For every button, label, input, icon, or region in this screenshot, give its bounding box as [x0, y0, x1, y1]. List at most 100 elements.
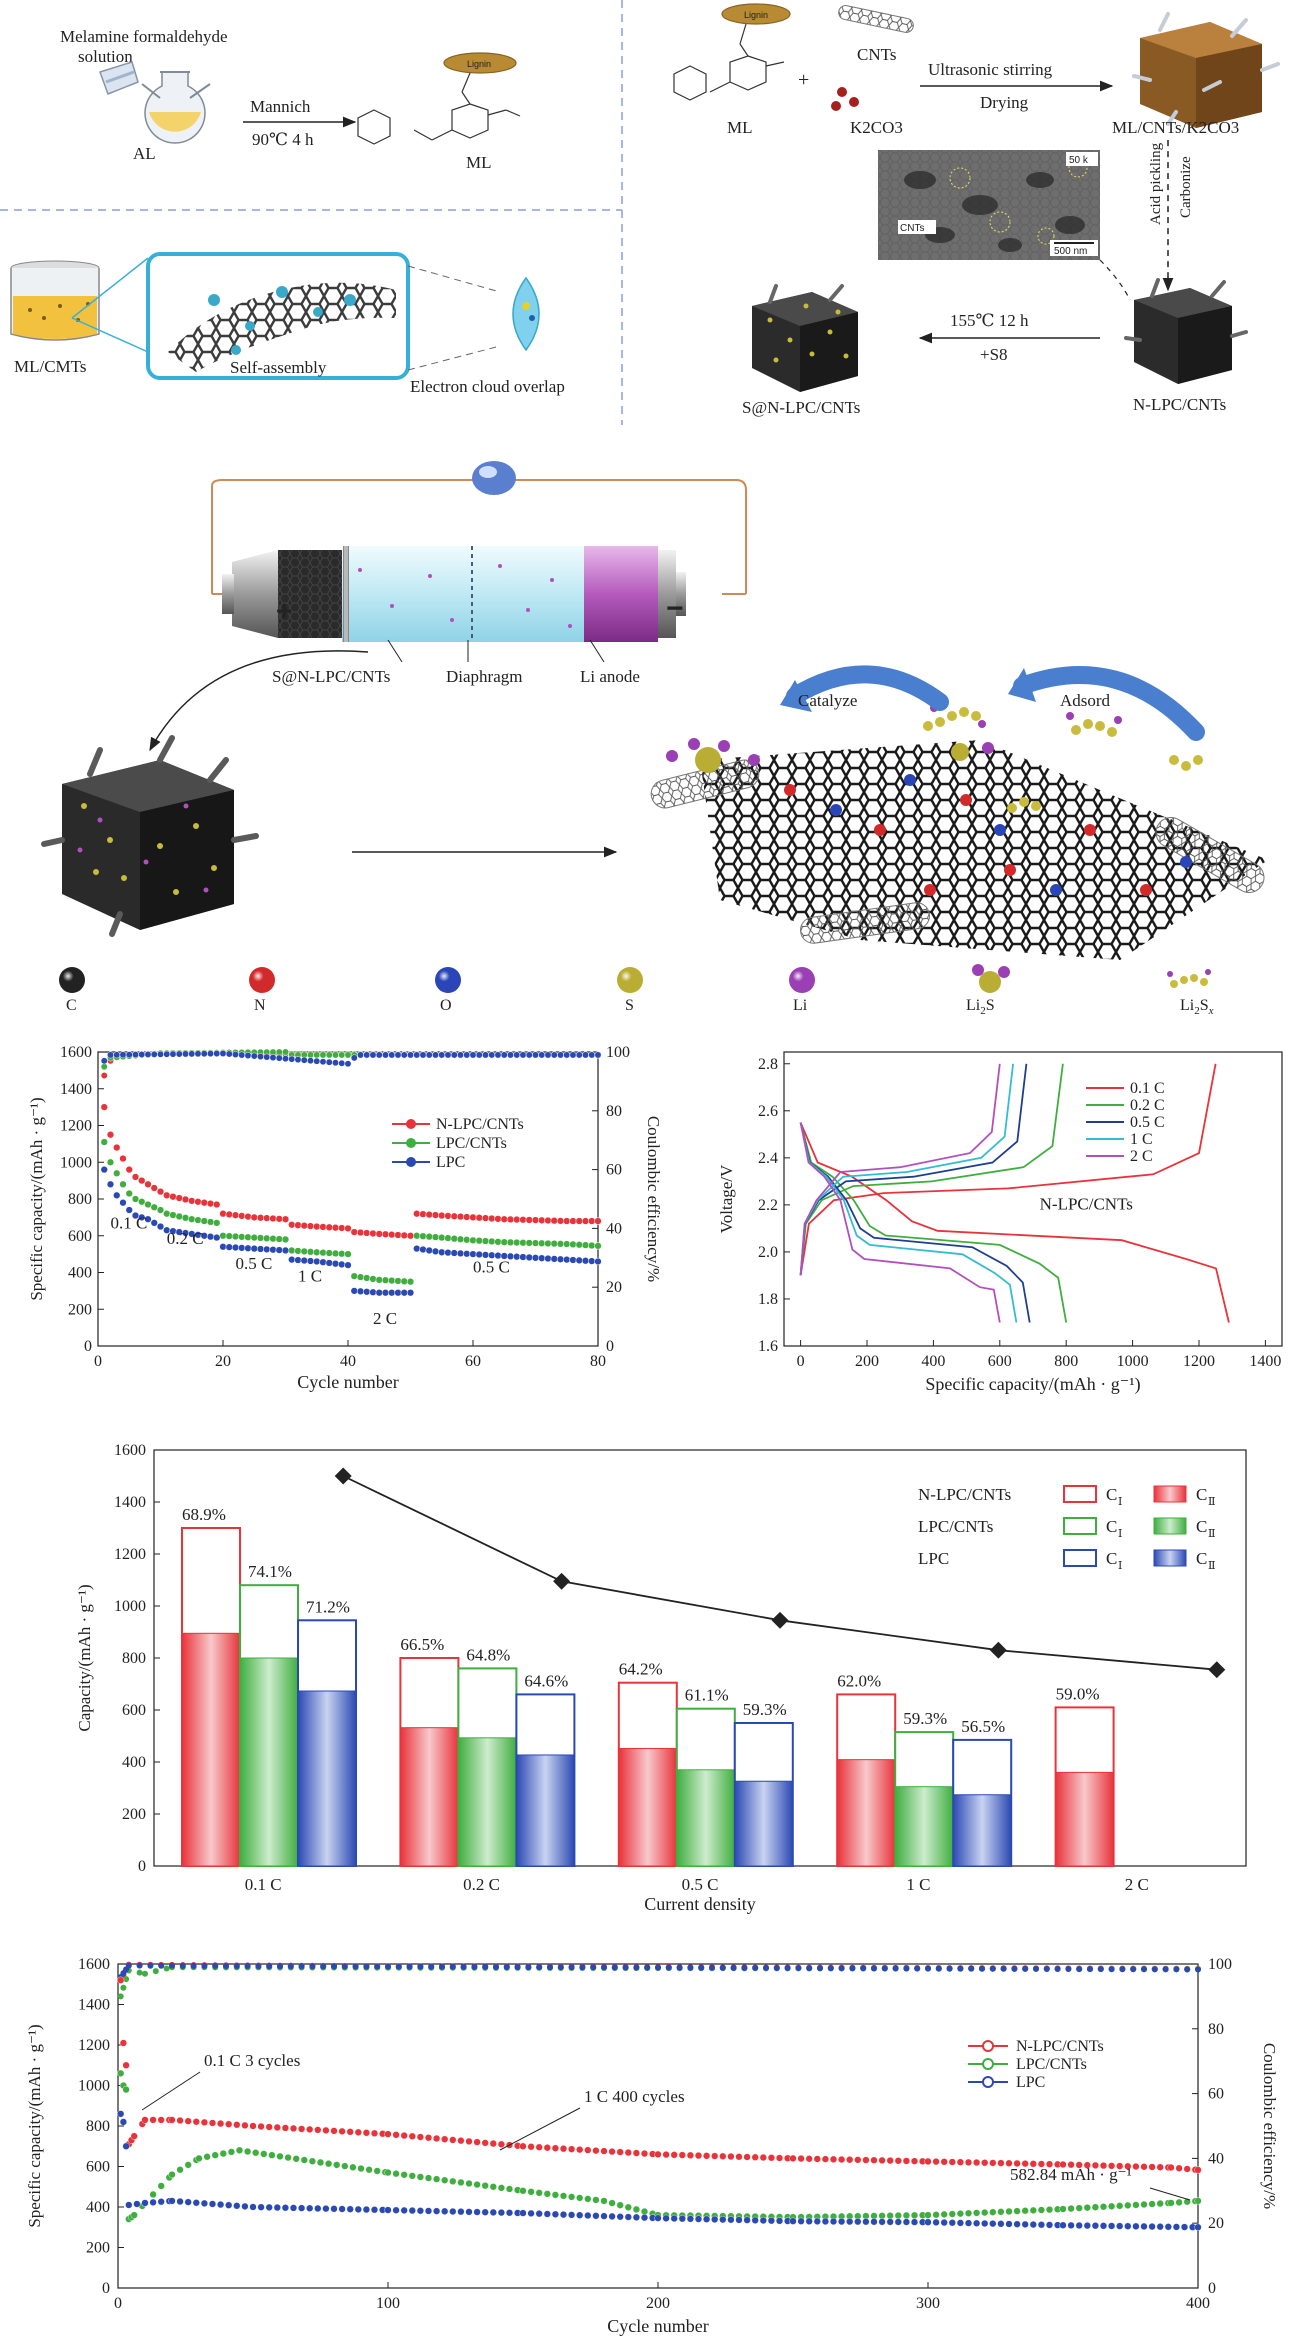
capacity-point-0 [219, 1210, 227, 1218]
ce-point-1 [344, 1051, 352, 1059]
capacity-point-2 [265, 2203, 273, 2211]
capacity-point-0 [1175, 2164, 1183, 2172]
capacity-point-2 [576, 2211, 584, 2219]
ce-point-1 [117, 1993, 124, 2000]
category-label: 2 C [1125, 1875, 1149, 1894]
capacity-point-1 [300, 1247, 308, 1256]
capacity-point-0 [275, 1215, 283, 1223]
ce-point-2 [1184, 1966, 1191, 1973]
capacity-point-2 [531, 1254, 540, 1262]
electrolyte-section-2 [472, 546, 584, 642]
y-tick-label: 0 [84, 1338, 92, 1355]
ce-point-2 [294, 1056, 302, 1064]
capacity-point-1 [294, 1247, 302, 1255]
capacity-point-0 [163, 1191, 171, 1199]
capacity-point-0 [694, 2151, 703, 2160]
capacity-point-1 [948, 2210, 956, 2218]
capacity-point-1 [1005, 2207, 1013, 2216]
ce-point-2 [233, 1963, 240, 1970]
legend-atom-s: S [617, 967, 643, 1014]
capacity-point-0 [519, 1216, 527, 1224]
ce-point-2 [525, 1964, 532, 1971]
capacity-point-1 [306, 1248, 315, 1256]
y-tick-label: 1600 [78, 1956, 110, 1973]
ce-point-2 [538, 1051, 546, 1059]
capacity-point-1 [544, 1239, 552, 1248]
capacity-point-0 [388, 1230, 396, 1239]
capacity-point-0 [406, 1232, 415, 1240]
capacity-point-2 [431, 1247, 440, 1256]
capacity-point-0 [306, 1222, 315, 1230]
bar-c2 [952, 1794, 1012, 1867]
capacity-point-1 [156, 1206, 165, 1214]
capacity-point-1 [972, 2209, 981, 2217]
ce-point-2 [438, 1051, 446, 1059]
capacity-point-0 [350, 1228, 358, 1236]
capacity-point-0 [294, 1221, 302, 1229]
capacity-point-0 [265, 2123, 273, 2131]
ce-point-1 [307, 1051, 314, 1059]
capacity-point-2 [654, 2214, 662, 2222]
legend-atom-o: O [435, 967, 461, 1014]
capacity-point-1 [244, 2147, 252, 2156]
y-tick-label: 1200 [78, 2037, 110, 2054]
capacity-point-0 [208, 2119, 217, 2127]
capacity-point-1 [113, 1169, 121, 1177]
capacity-point-0 [257, 2122, 265, 2131]
capacity-point-2 [244, 1244, 252, 1252]
capacity-point-2 [1091, 2222, 1100, 2230]
k2co3-particles-icon [831, 87, 859, 111]
capacity-point-1 [567, 2193, 576, 2201]
bar-percent-label: 64.6% [524, 1671, 568, 1690]
atom-legend: C N O S Li Li2S Li2Sx [59, 964, 1214, 1017]
bar-c2 [515, 1754, 575, 1867]
capacity-point-2 [457, 2208, 465, 2216]
ce-point-2 [417, 1963, 424, 1970]
capacity-point-2 [184, 2198, 192, 2206]
ce-point-2 [665, 1964, 672, 1971]
capacity-point-1 [195, 2154, 203, 2163]
capacity-point-1 [200, 1217, 208, 1225]
capacity-point-0 [1140, 2163, 1148, 2171]
capacity-point-0 [431, 1211, 440, 1219]
ce-point-1 [282, 1048, 289, 1056]
capacity-point-0 [400, 1231, 408, 1240]
capacity-point-1 [608, 2199, 616, 2207]
ce-point-2 [352, 1963, 359, 1970]
capacity-point-0 [997, 2159, 1005, 2167]
ce-point-2 [350, 1054, 358, 1062]
ce-point-2 [903, 1965, 910, 1972]
sem-mag-label: 50 k [1069, 155, 1089, 166]
capacity-point-2 [519, 1253, 527, 1261]
capacity-point-0 [489, 2139, 497, 2148]
ce-point-2 [319, 1058, 327, 1066]
conditions-label: 90℃ 4 h [252, 130, 314, 149]
ce-point-2 [817, 1965, 823, 1972]
capacity-point-0 [456, 1212, 465, 1221]
capacity-point-2 [119, 2118, 128, 2126]
step1-top-label: Ultrasonic stirring [928, 60, 1053, 79]
capacity-point-2 [525, 1253, 533, 1262]
capacity-point-0 [331, 1224, 340, 1232]
ce-point-2 [773, 1964, 780, 1971]
cathode-label: S@N-LPC/CNTs [272, 667, 390, 686]
capacity-point-0 [1132, 2162, 1140, 2171]
capacity-point-0 [325, 1223, 333, 1231]
capacity-point-2 [711, 2215, 719, 2224]
y-tick-label: 1.6 [758, 1338, 778, 1355]
li-anode [584, 546, 658, 642]
capacity-point-1 [157, 2182, 165, 2190]
capacity-point-0 [1194, 2166, 1202, 2174]
capacity-point-1 [357, 2164, 365, 2173]
capacity-point-0 [1183, 2165, 1191, 2173]
negative-terminal-sign: − [666, 592, 684, 625]
ce-point-2 [557, 1051, 564, 1059]
legend-entry: 0.1 C [1130, 1080, 1165, 1097]
capacity-point-2 [981, 2219, 989, 2228]
y-tick-label: 1400 [114, 1494, 146, 1511]
capacity-point-0 [846, 2156, 854, 2164]
capacity-point-1 [494, 1238, 502, 1246]
capacity-point-0 [438, 1211, 446, 1220]
capacity-point-1 [284, 2153, 292, 2162]
capacity-point-2 [519, 2209, 527, 2217]
